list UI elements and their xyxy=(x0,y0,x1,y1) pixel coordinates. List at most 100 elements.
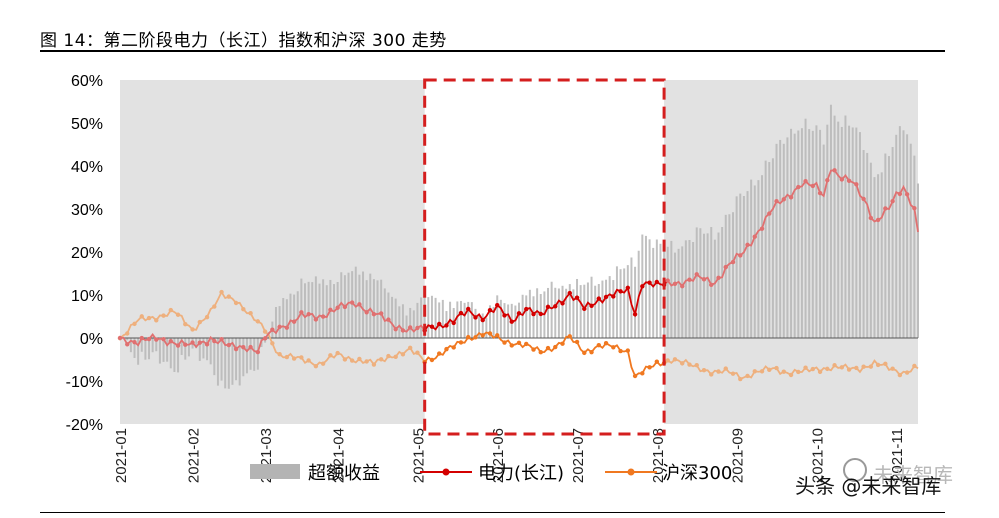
h-marker xyxy=(328,353,333,358)
p-marker xyxy=(226,342,232,348)
p-marker xyxy=(277,324,282,330)
h-marker xyxy=(672,357,678,362)
excess-bar xyxy=(873,177,876,338)
excess-bar xyxy=(528,289,531,338)
excess-bar xyxy=(238,338,241,386)
legend-excess-swatch xyxy=(250,464,300,479)
h-marker xyxy=(168,307,173,313)
watermark: 头条 @未来智库 xyxy=(795,474,942,498)
p-marker xyxy=(480,317,485,323)
h-marker xyxy=(378,357,384,362)
p-marker xyxy=(560,301,565,306)
p-marker xyxy=(509,319,514,324)
watermark-brand: 未来智库 xyxy=(873,463,953,487)
p-marker xyxy=(466,306,471,312)
h-marker xyxy=(738,376,743,382)
h-marker xyxy=(466,334,471,340)
excess-bar xyxy=(677,248,680,338)
p-marker xyxy=(759,226,765,231)
excess-bar xyxy=(206,338,209,361)
p-marker xyxy=(781,197,786,202)
excess-bar xyxy=(456,301,459,338)
excess-bar xyxy=(380,279,383,338)
excess-bar xyxy=(492,306,495,338)
p-marker xyxy=(810,183,816,189)
excess-bar xyxy=(285,299,288,338)
p-marker xyxy=(386,317,391,322)
excess-bar xyxy=(514,305,517,338)
excess-bar xyxy=(713,239,716,338)
p-marker xyxy=(839,177,845,182)
p-marker xyxy=(241,345,246,350)
h-marker xyxy=(716,369,721,374)
excess-bar xyxy=(869,162,872,338)
p-marker xyxy=(738,253,743,258)
excess-bar xyxy=(434,297,437,338)
h-marker xyxy=(175,312,181,317)
p-marker xyxy=(680,283,685,289)
excess-bar xyxy=(895,134,898,338)
excess-bar xyxy=(220,338,223,381)
h-marker xyxy=(538,349,543,355)
p-marker xyxy=(335,305,340,310)
excess-bar xyxy=(376,280,379,338)
h-marker xyxy=(342,357,348,362)
excess-bar xyxy=(383,288,386,338)
excess-bar xyxy=(594,285,597,338)
h-marker xyxy=(371,362,377,367)
excess-bar xyxy=(372,279,375,338)
excess-bar xyxy=(362,271,365,338)
x-tick-label: 2021-02 xyxy=(186,428,203,483)
p-marker xyxy=(357,302,362,307)
excess-bar xyxy=(177,338,180,373)
p-marker xyxy=(904,192,910,197)
excess-bar xyxy=(764,160,767,338)
legend-excess-label: 超额收益 xyxy=(308,463,380,484)
legend-hs300-label: 沪深300 xyxy=(662,463,732,484)
excess-bar xyxy=(840,126,843,339)
excess-bar xyxy=(300,278,303,338)
excess-bar xyxy=(858,132,861,338)
p-marker xyxy=(487,307,493,313)
excess-bar xyxy=(702,233,705,338)
excess-bar xyxy=(314,276,317,338)
excess-bar xyxy=(488,305,491,338)
h-marker xyxy=(495,333,500,338)
p-marker xyxy=(875,217,881,223)
excess-bar xyxy=(655,239,658,338)
excess-bar xyxy=(579,285,582,338)
excess-bar xyxy=(412,310,415,338)
h-marker xyxy=(839,365,845,370)
excess-bar xyxy=(307,281,310,338)
excess-bar xyxy=(583,284,586,338)
h-marker xyxy=(400,352,406,357)
h-marker xyxy=(582,350,587,356)
h-marker xyxy=(502,340,507,345)
p-marker xyxy=(701,277,707,282)
h-marker xyxy=(752,369,757,374)
h-marker xyxy=(875,362,881,368)
excess-bar xyxy=(652,247,655,338)
excess-bar xyxy=(797,130,800,338)
h-marker xyxy=(603,341,609,346)
excess-bar xyxy=(365,280,368,338)
excess-bar xyxy=(844,115,847,338)
excess-bar xyxy=(166,338,169,362)
x-tick-label: 2021-04 xyxy=(331,428,348,483)
p-marker xyxy=(553,304,558,309)
excess-bar xyxy=(249,338,252,370)
h-marker xyxy=(233,300,239,306)
excess-bar xyxy=(880,172,883,338)
excess-bar xyxy=(140,338,143,352)
p-marker xyxy=(132,339,137,345)
p-marker xyxy=(611,294,616,299)
excess-bar xyxy=(173,338,176,373)
p-marker xyxy=(473,315,478,320)
x-tick-label: 2021-10 xyxy=(809,428,826,483)
excess-bar xyxy=(387,292,390,338)
h-marker xyxy=(458,340,464,345)
p-marker xyxy=(146,336,152,342)
h-marker xyxy=(248,310,253,316)
excess-bar xyxy=(216,338,219,386)
h-marker xyxy=(299,355,304,360)
